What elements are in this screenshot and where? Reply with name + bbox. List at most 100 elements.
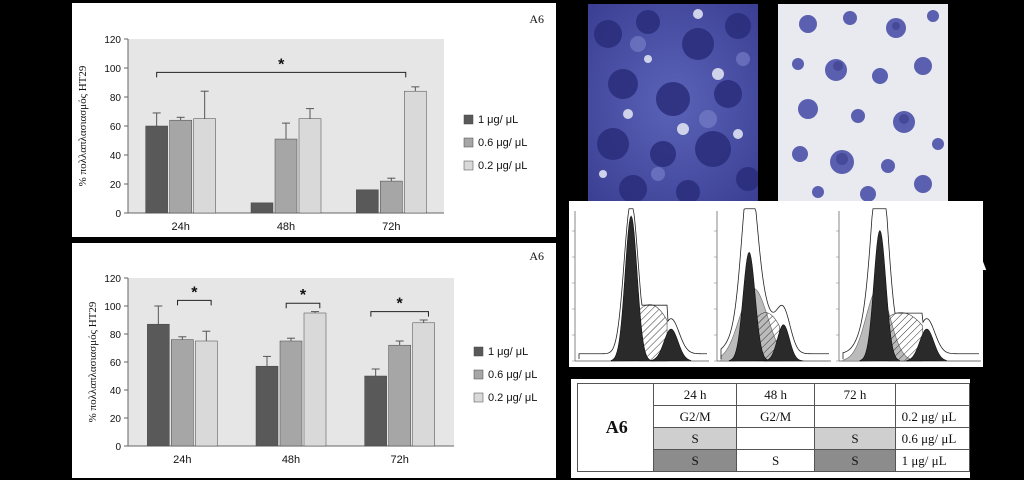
legend-label: 0.6 μg/ μL	[478, 137, 527, 149]
chart-bottom: A6 0 20 40 60 80 100 120 % πολλαπλασιασμός HT29 2…	[87, 249, 544, 466]
chart-bottom-panel: A6 0 20 40 60 80 100 120 % πολλαπλασιασμός HT29 2…	[72, 243, 556, 478]
table-cell: S	[653, 449, 737, 472]
table-header-empty	[894, 383, 971, 406]
bar	[255, 365, 279, 447]
table-header-24h: 24 h	[653, 383, 737, 406]
bar	[195, 340, 218, 447]
table-cell	[814, 405, 896, 428]
y-tick-label: 120	[104, 274, 121, 285]
legend-label: 1 μg/ μL	[478, 114, 518, 126]
significance-bracket	[177, 299, 212, 306]
table-header-row: A6 24 h 48 h 72 h	[576, 383, 971, 472]
bar	[274, 138, 298, 214]
legend-swatch	[473, 392, 484, 403]
bar	[303, 312, 327, 447]
table-conc: 1 μg/ μL	[894, 449, 971, 472]
cell-cycle-table-panel: A6 24 h 48 h 72 h G2/M G2/M 0.2 μg/ μL S…	[571, 379, 971, 478]
table-cell: S	[653, 427, 737, 450]
bar	[169, 119, 192, 214]
chart-title: A6	[529, 12, 544, 26]
significance-star: *	[397, 296, 404, 313]
legend-swatch	[473, 369, 484, 380]
delta-label: Δ	[970, 248, 987, 276]
micrograph-sparse	[778, 4, 948, 202]
x-tick-label: 48h	[282, 454, 300, 466]
bar	[147, 323, 170, 447]
flow-trace	[720, 208, 829, 359]
significance-bracket	[285, 302, 321, 309]
table-cell: S	[814, 449, 896, 472]
legend-label: 0.2 μg/ μL	[478, 160, 527, 172]
bar	[364, 375, 387, 447]
bar	[250, 202, 274, 214]
chart-title: A6	[529, 249, 544, 263]
significance-star: *	[278, 56, 285, 73]
legend-swatch	[463, 160, 474, 171]
significance-star: *	[191, 284, 198, 301]
x-tick-label: 24h	[171, 221, 189, 233]
table-cell: S	[814, 427, 896, 450]
y-tick-label: 80	[110, 93, 122, 104]
flow-cytometry-panel	[569, 201, 983, 367]
bar	[356, 189, 379, 214]
legend-label: 1 μg/ μL	[488, 346, 528, 358]
bar	[412, 322, 435, 447]
table-row: S S 0.6 μg/ μL	[578, 427, 971, 450]
legend-label: 0.2 μg/ μL	[488, 392, 537, 404]
micrograph-dense	[588, 4, 758, 202]
table-row-label: A6	[576, 383, 655, 472]
bar	[380, 180, 403, 214]
y-axis-label: % πολλαπλασιασμός HT29	[77, 65, 89, 186]
flow-trace	[578, 208, 708, 359]
flow-peak-g2	[763, 324, 804, 362]
table-cell: G2/M	[735, 405, 816, 428]
significance-bracket	[370, 311, 429, 317]
y-axis-label: % πολλαπλασιασμός HT29	[87, 301, 99, 422]
flow-s-phase	[756, 312, 780, 362]
flow-peak-g1	[728, 251, 770, 362]
bar	[298, 118, 322, 214]
legend-label: 0.6 μg/ μL	[488, 369, 537, 381]
y-tick-label: 60	[110, 358, 122, 369]
legend-swatch	[463, 137, 474, 148]
table-row: S S S 1 μg/ μL	[578, 449, 971, 472]
y-tick-label: 20	[110, 180, 122, 191]
y-tick-label: 20	[110, 414, 122, 425]
y-tick-label: 100	[104, 64, 121, 75]
significance-star: *	[300, 287, 307, 304]
chart-top-panel: A6 0 20 40 60 80 100 120 % πολλαπλασιασμός HT29 2…	[72, 3, 556, 237]
micrograph-sparse-image	[778, 4, 948, 202]
bar	[193, 118, 216, 214]
y-tick-label: 40	[110, 386, 122, 397]
flow-peak-g1	[859, 229, 900, 362]
table-cell: S	[735, 449, 816, 472]
table-cell	[735, 427, 816, 450]
table-header-48h: 48 h	[735, 383, 816, 406]
y-tick-label: 100	[104, 302, 121, 313]
y-tick-label: 80	[110, 330, 122, 341]
cell-cycle-table: A6 24 h 48 h 72 h G2/M G2/M 0.2 μg/ μL S…	[576, 383, 971, 472]
x-tick-label: 48h	[277, 221, 295, 233]
bar	[171, 339, 194, 447]
flow-peak-g2	[906, 328, 947, 362]
significance-bracket	[156, 71, 407, 78]
bar	[145, 125, 168, 214]
micrograph-dense-image	[588, 4, 758, 202]
chart-top: A6 0 20 40 60 80 100 120 % πολλαπλασιασμός HT29 2…	[77, 12, 544, 233]
x-tick-label: 72h	[382, 221, 400, 233]
table-conc: 0.6 μg/ μL	[894, 427, 971, 450]
table-header-72h: 72 h	[814, 383, 896, 406]
y-tick-label: 0	[115, 209, 121, 220]
bar	[404, 90, 427, 214]
bar	[388, 344, 411, 447]
y-tick-label: 0	[115, 442, 121, 453]
flow-peak-g2	[650, 328, 692, 362]
x-tick-label: 72h	[390, 454, 408, 466]
legend-swatch	[473, 346, 484, 357]
flow-cytometry-histograms	[572, 208, 981, 362]
table-cell: G2/M	[653, 405, 737, 428]
table-conc: 0.2 μg/ μL	[894, 405, 971, 428]
flow-trace	[842, 208, 979, 359]
y-tick-label: 120	[104, 35, 121, 46]
bar	[279, 340, 303, 447]
